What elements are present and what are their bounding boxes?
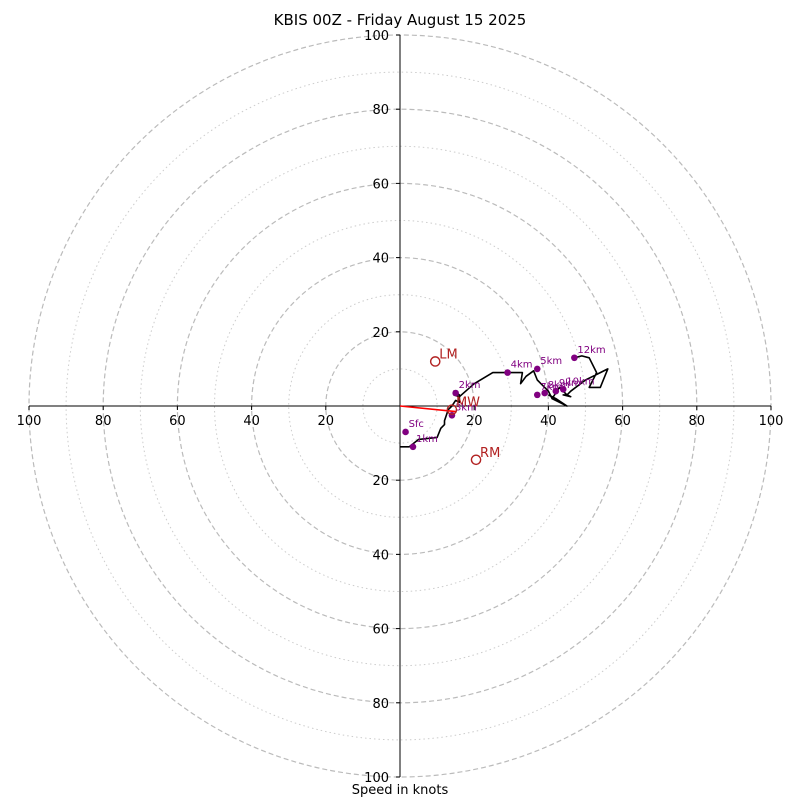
height-label-9km: 9km	[559, 378, 581, 389]
motion-marker-mw	[446, 404, 458, 416]
height-label-2km: 2km	[459, 380, 481, 391]
y-tick-label: 100	[364, 771, 389, 786]
x-tick-label: 20	[466, 414, 483, 429]
height-marker-2km	[452, 389, 459, 397]
y-tick-label: 80	[372, 697, 389, 712]
x-tick-label: 80	[95, 414, 112, 429]
x-tick-label: 100	[759, 414, 784, 429]
height-marker-7km	[533, 391, 541, 399]
motion-label-mw: MW	[456, 396, 480, 411]
hodograph-line	[400, 355, 609, 448]
height-marker-12km	[571, 354, 578, 362]
height-label-1km: 1km	[416, 434, 438, 445]
height-marker-5km	[533, 365, 541, 373]
height-label-7km: 7km	[540, 382, 562, 393]
height-label-4km: 4km	[511, 360, 533, 371]
y-tick-label: 20	[372, 474, 389, 489]
motion-label-rm: RM	[480, 446, 500, 461]
mean-wind-vector	[399, 405, 456, 413]
motion-marker-lm	[429, 356, 441, 367]
x-tick-label: 60	[614, 414, 631, 429]
storm-motion-markers: LM RM MW	[429, 347, 500, 466]
height-marker-10km	[559, 386, 567, 393]
x-tick-label: 60	[169, 414, 186, 429]
height-label-10km: 10km	[566, 376, 594, 387]
hodograph-line-segment	[548, 394, 568, 407]
hodograph-trace	[399, 355, 609, 448]
x-tick-label: 80	[689, 414, 706, 429]
x-tick-label: 20	[318, 414, 335, 429]
y-tick-label: 40	[372, 548, 389, 563]
height-marker-sfc	[402, 428, 409, 436]
speed-axis-label: Speed in knots	[351, 783, 449, 798]
chart-title: KBIS 00Z - Friday August 15 2025	[273, 11, 527, 29]
x-tick-label: 100	[17, 414, 42, 429]
tick-labels: 20 20 20 20 40 40 40 40 60 60 60 60 80 80 80 80 100 100 10…	[17, 29, 784, 786]
y-tick-label: 40	[372, 252, 389, 267]
height-marker-8km	[541, 389, 548, 397]
height-marker-4km	[504, 369, 511, 376]
y-tick-label: 100	[364, 29, 389, 44]
y-tick-label: 20	[372, 326, 389, 341]
motion-marker-rm	[470, 454, 482, 466]
height-label-12km: 12km	[577, 345, 605, 356]
x-tick-label: 40	[243, 414, 260, 429]
height-marker-1km	[409, 443, 417, 451]
y-tick-label: 80	[372, 103, 389, 118]
height-label-sfc: Sfc	[409, 419, 424, 430]
height-label-8km: 8km	[548, 380, 570, 391]
height-label-3km: 3km	[455, 402, 477, 413]
height-marker-9km	[552, 387, 560, 395]
y-tick-label: 60	[372, 177, 389, 192]
motion-label-lm: LM	[439, 347, 457, 362]
x-tick-label: 40	[540, 414, 557, 429]
height-label-5km: 5km	[540, 356, 562, 367]
y-tick-label: 60	[372, 623, 389, 638]
